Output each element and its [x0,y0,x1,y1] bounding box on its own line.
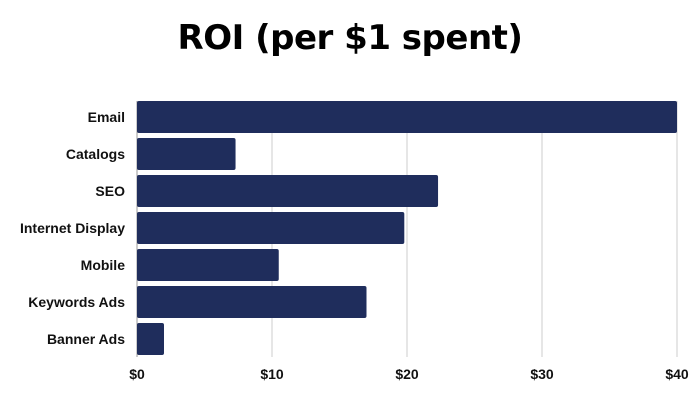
x-tick-label: $0 [129,366,145,382]
category-label: Catalogs [66,146,125,162]
bar-banner-ads [137,323,164,355]
bar-keywords-ads [137,286,367,318]
category-label: Mobile [81,257,126,273]
category-label: Internet Display [20,220,125,236]
category-label: SEO [95,183,125,199]
bar-email [137,101,677,133]
category-label: Keywords Ads [28,294,125,310]
bar-catalogs [137,138,236,170]
bar-mobile [137,249,279,281]
x-tick-label: $20 [395,366,419,382]
x-tick-label: $30 [530,366,554,382]
bar-internet-display [137,212,405,244]
chart-title: ROI (per $1 spent) [177,18,523,58]
x-tick-label: $40 [665,366,689,382]
x-tick-label: $10 [260,366,284,382]
category-label: Email [88,109,125,125]
category-label: Banner Ads [47,331,125,347]
bar-seo [137,175,439,207]
